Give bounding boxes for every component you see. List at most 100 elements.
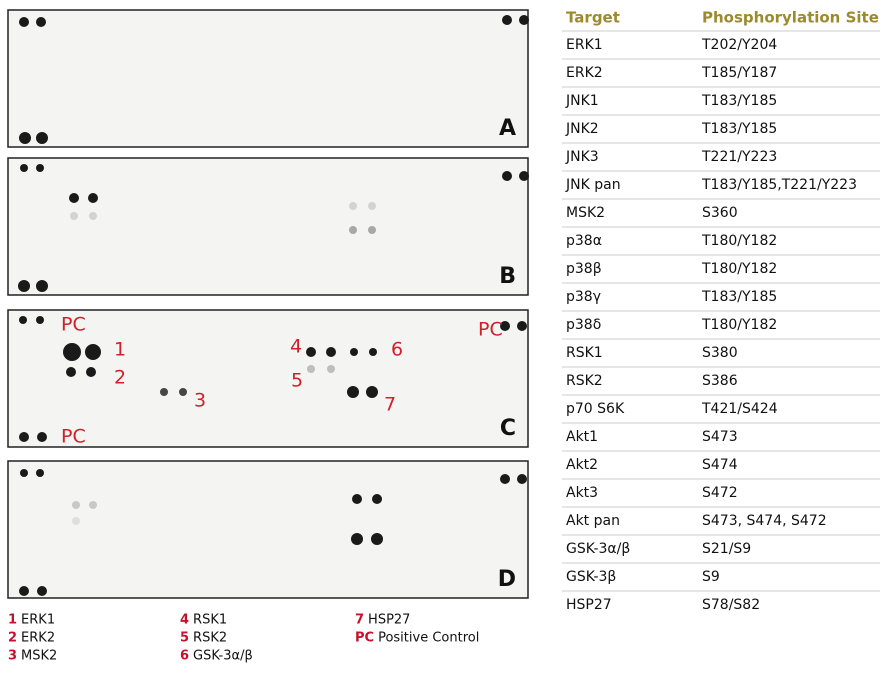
blot-panel <box>8 461 528 598</box>
spot-annotation: 1 <box>114 339 126 361</box>
table-cell: Akt3 <box>566 485 598 501</box>
spot-annotation: 4 <box>290 336 302 358</box>
blot-spot <box>372 494 382 504</box>
blot-spot <box>369 348 377 356</box>
table-cell: S473, S474, S472 <box>702 513 827 529</box>
legend-label: MSK2 <box>21 649 57 664</box>
table-cell: p38δ <box>566 317 601 333</box>
blot-spot <box>327 365 335 373</box>
blot-spot <box>72 501 80 509</box>
blot-spot <box>37 586 47 596</box>
blot-spot <box>70 212 78 220</box>
blot-spot <box>500 474 510 484</box>
table-header: Target <box>566 9 620 27</box>
blot-spot <box>517 321 527 331</box>
blot-spot <box>19 316 27 324</box>
spot-annotation: PC <box>478 319 503 341</box>
table-cell: ERK1 <box>566 37 603 53</box>
legend-key: PC <box>355 631 374 646</box>
blot-spot <box>502 15 512 25</box>
blot-spot <box>89 501 97 509</box>
table-cell: T185/Y187 <box>701 65 777 81</box>
blot-spot <box>19 432 29 442</box>
table-cell: S380 <box>702 345 738 361</box>
blot-spot <box>36 469 44 477</box>
legend-label: ERK1 <box>21 613 55 628</box>
table-cell: ERK2 <box>566 65 603 81</box>
blot-spot <box>371 533 383 545</box>
blot-panel <box>8 310 528 447</box>
spot-annotation: 5 <box>291 370 303 392</box>
blot-spot <box>307 365 315 373</box>
panel-label: B <box>499 264 516 289</box>
table-cell: p38γ <box>566 289 601 305</box>
blot-spot <box>519 171 529 181</box>
blot-spot <box>160 388 168 396</box>
blot-spot <box>66 367 76 377</box>
legend-key: 6 <box>180 649 189 664</box>
table-cell: p38β <box>566 261 602 277</box>
blot-panel <box>8 10 528 147</box>
table-cell: JNK1 <box>565 93 599 109</box>
table-cell: JNK pan <box>565 177 621 193</box>
blot-spot <box>349 202 357 210</box>
spot-annotation: 7 <box>384 394 396 416</box>
table-cell: GSK-3β <box>566 569 616 585</box>
table-cell: T183/Y185 <box>701 289 777 305</box>
blot-spot <box>37 432 47 442</box>
legend-key: 4 <box>180 613 189 628</box>
legend-key: 2 <box>8 631 17 646</box>
table-cell: T183/Y185,T221/Y223 <box>701 177 857 193</box>
table-cell: GSK-3α/β <box>566 541 630 557</box>
table-cell: RSK2 <box>566 373 603 389</box>
blot-spot <box>86 367 96 377</box>
legend-label: RSK1 <box>193 613 227 628</box>
table-cell: p38α <box>566 233 602 249</box>
table-cell: S78/S82 <box>702 597 760 613</box>
blot-panel <box>8 158 528 295</box>
spot-annotation: PC <box>61 314 86 336</box>
blot-spot <box>368 226 376 234</box>
table-header: Phosphorylation Site(s) <box>702 9 880 27</box>
table-cell: S21/S9 <box>702 541 751 557</box>
legend-key: 7 <box>355 613 364 628</box>
blot-spot <box>351 533 363 545</box>
panel-label: A <box>499 116 516 141</box>
spot-annotation: 6 <box>391 339 403 361</box>
table-cell: p70 S6K <box>566 401 625 417</box>
blot-spot <box>350 348 358 356</box>
table-cell: S472 <box>702 485 738 501</box>
blot-spot <box>63 343 81 361</box>
blot-spot <box>89 212 97 220</box>
blot-spot <box>179 388 187 396</box>
spot-annotation: 2 <box>114 367 126 389</box>
table-cell: S473 <box>702 429 738 445</box>
table-cell: RSK1 <box>566 345 603 361</box>
legend-label: GSK-3α/β <box>193 649 253 664</box>
blot-spot <box>19 586 29 596</box>
blot-spot <box>36 17 46 27</box>
blot-spot <box>352 494 362 504</box>
blot-spot <box>72 517 80 525</box>
blot-spot <box>36 164 44 172</box>
blot-spot <box>88 193 98 203</box>
legend-key: 5 <box>180 631 189 646</box>
blot-spot <box>349 226 357 234</box>
table-cell: T180/Y182 <box>701 261 777 277</box>
spot-annotation: 3 <box>194 390 206 412</box>
table-cell: S386 <box>702 373 738 389</box>
blot-spot <box>368 202 376 210</box>
blot-spot <box>306 347 316 357</box>
table-cell: JNK3 <box>565 149 599 165</box>
table-cell: S474 <box>702 457 738 473</box>
table-cell: MSK2 <box>566 205 605 221</box>
blot-spot <box>502 171 512 181</box>
blot-spot <box>36 280 48 292</box>
panel-label: C <box>500 416 516 441</box>
legend-key: 1 <box>8 613 17 628</box>
panel-label: D <box>498 567 516 592</box>
table-cell: S360 <box>702 205 738 221</box>
table-cell: HSP27 <box>566 597 612 613</box>
table-cell: Akt2 <box>566 457 598 473</box>
legend-key: 3 <box>8 649 17 664</box>
